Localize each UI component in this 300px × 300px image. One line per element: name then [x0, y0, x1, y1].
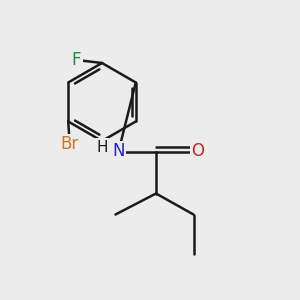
Text: O: O	[191, 142, 205, 160]
Text: F: F	[72, 51, 81, 69]
Text: N: N	[112, 142, 125, 160]
Text: Br: Br	[61, 135, 79, 153]
Text: H: H	[96, 140, 108, 154]
